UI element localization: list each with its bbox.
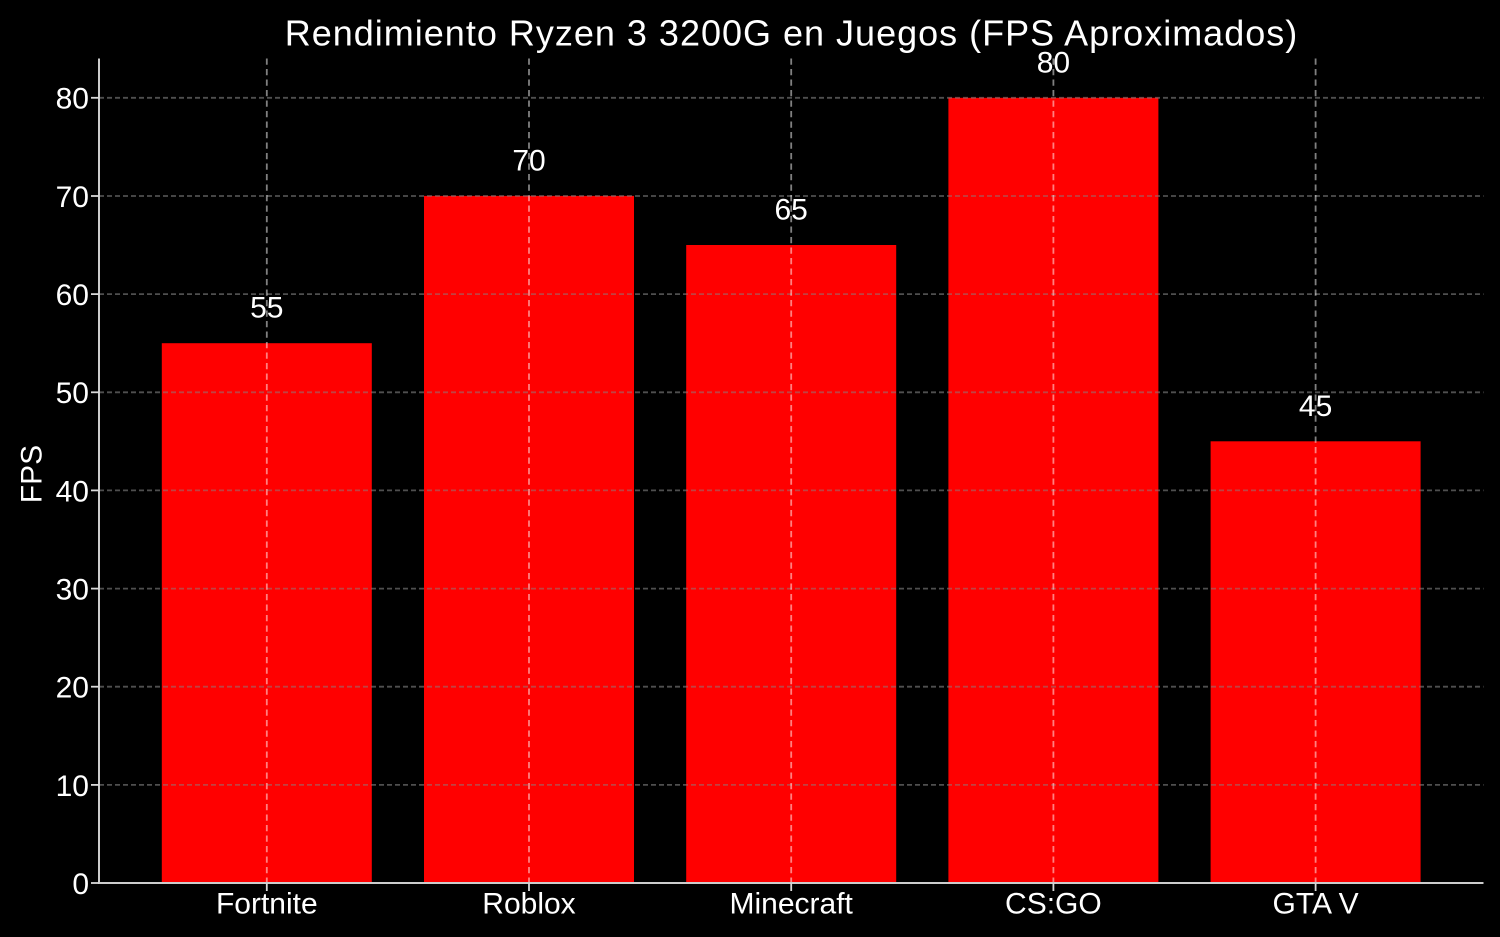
svg-text:10: 10: [56, 770, 89, 803]
svg-text:70: 70: [512, 145, 545, 178]
svg-text:FPS: FPS: [16, 445, 49, 503]
svg-text:GTA V: GTA V: [1273, 888, 1359, 921]
svg-text:20: 20: [56, 672, 89, 705]
svg-text:40: 40: [56, 475, 89, 508]
svg-text:Minecraft: Minecraft: [730, 888, 854, 921]
svg-text:Roblox: Roblox: [482, 888, 575, 921]
svg-text:55: 55: [250, 292, 283, 325]
svg-text:CS:GO: CS:GO: [1005, 888, 1102, 921]
svg-text:50: 50: [56, 377, 89, 410]
svg-text:80: 80: [56, 83, 89, 116]
svg-text:Fortnite: Fortnite: [216, 888, 318, 921]
svg-text:30: 30: [56, 574, 89, 607]
svg-text:70: 70: [56, 181, 89, 214]
svg-text:80: 80: [1037, 46, 1070, 79]
svg-text:45: 45: [1299, 390, 1332, 423]
svg-text:Rendimiento Ryzen 3 3200G en J: Rendimiento Ryzen 3 3200G en Juegos (FPS…: [285, 12, 1299, 53]
svg-text:0: 0: [72, 868, 89, 901]
svg-text:65: 65: [775, 194, 808, 227]
svg-text:60: 60: [56, 279, 89, 312]
